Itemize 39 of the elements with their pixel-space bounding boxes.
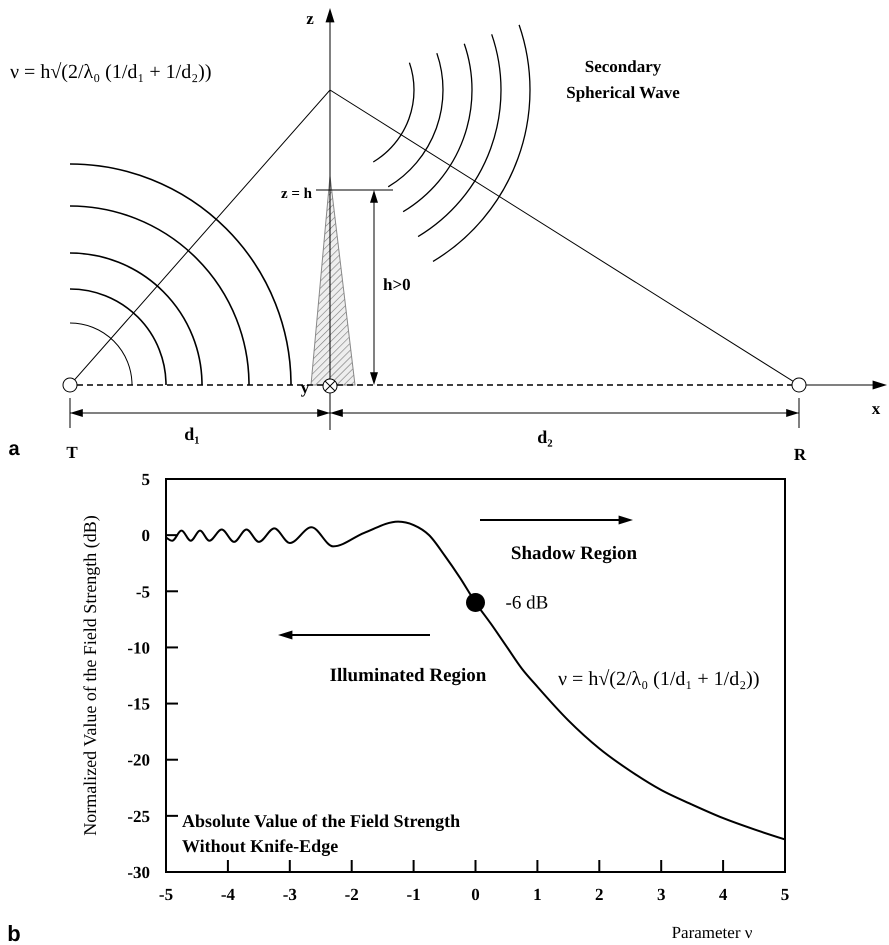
- text: z: [306, 9, 314, 28]
- x-tick-label: -1: [406, 885, 421, 904]
- annotation: Absolute Value of the Field Strength Without Knife-Edge: [182, 811, 460, 856]
- x-tick-label: -3: [282, 885, 297, 904]
- text: ν = h√(2/λ₀ (1/d₁ + 1/d₂)): [10, 61, 212, 83]
- y-tick-label: -30: [127, 863, 150, 882]
- annotation: -6 dB: [506, 592, 548, 614]
- x-tick-label: -2: [344, 885, 359, 904]
- y-tick-label: -10: [127, 638, 150, 658]
- x-tick-label: 5: [780, 885, 790, 904]
- x-tick-label: 1: [533, 885, 542, 904]
- y-axis-title: Normalized Value of the Field Strength (dB): [80, 515, 100, 836]
- annotation: Illuminated Region: [330, 665, 487, 686]
- y-tick-label: -5: [136, 582, 150, 602]
- text: a: [8, 438, 20, 460]
- text: b: [7, 921, 21, 945]
- x-tick-label: 2: [595, 885, 604, 904]
- x-tick-label: 3: [656, 885, 666, 904]
- text: z = h: [280, 186, 313, 202]
- text: x: [872, 399, 881, 418]
- text: h>0: [383, 275, 411, 294]
- text: Secondary Spherical Wave: [566, 57, 680, 102]
- annotation: ν = h√(2/λ₀ (1/d₁ + 1/d₂)): [558, 668, 760, 690]
- text: d₁: [184, 424, 200, 444]
- y-tick-label: -20: [127, 750, 150, 770]
- x-axis-title: Parameter ν: [672, 923, 753, 942]
- text: R: [794, 445, 807, 464]
- x-tick-label: 4: [718, 885, 728, 904]
- annotation: Shadow Region: [510, 543, 638, 564]
- x-tick-label: 0: [471, 885, 480, 904]
- x-tick-label: -4: [220, 885, 236, 904]
- text: y: [300, 378, 310, 397]
- y-tick-label: -25: [127, 806, 150, 826]
- y-tick-label: 0: [142, 526, 150, 546]
- x-tick-label: -5: [158, 885, 174, 904]
- text: T: [66, 443, 78, 462]
- y-tick-label: 5: [142, 470, 150, 489]
- text: d₂: [537, 427, 553, 447]
- y-tick-label: -15: [127, 694, 150, 714]
